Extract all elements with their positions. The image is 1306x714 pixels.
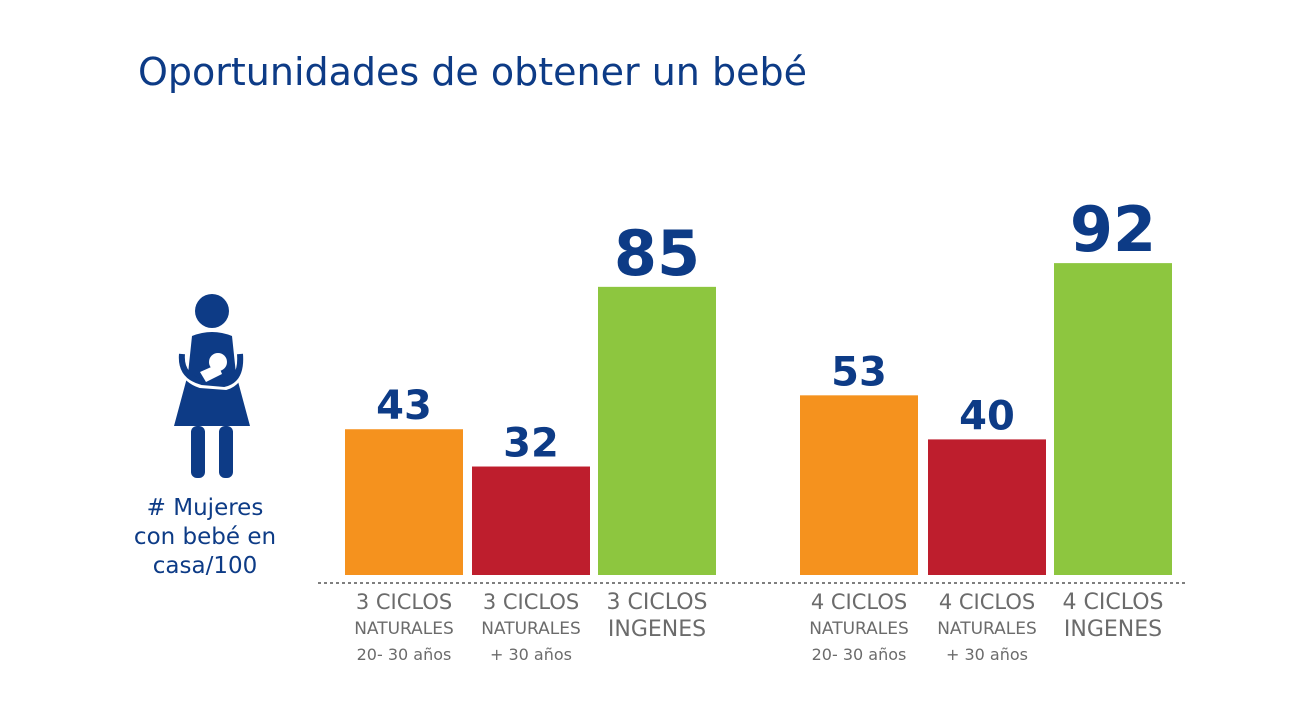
y-axis-label-line: # Mujeres <box>146 495 264 521</box>
bar <box>598 286 716 575</box>
category-label-line: 20- 30 años <box>356 645 452 664</box>
category-label-line: NATURALES <box>937 619 1037 639</box>
category-label-line: NATURALES <box>354 619 454 639</box>
bar <box>472 466 590 575</box>
category-label-line: INGENES <box>1063 617 1163 642</box>
woman-holding-baby-icon <box>174 294 250 478</box>
category-label-line: NATURALES <box>481 619 581 639</box>
data-label: 53 <box>831 349 887 395</box>
bar <box>928 439 1046 575</box>
y-axis-label-line: casa/100 <box>152 553 258 579</box>
category-label-line: 4 CICLOS <box>938 590 1036 614</box>
category-label-line: + 30 años <box>489 645 572 664</box>
category-label-line: 3 CICLOS <box>482 590 580 614</box>
chart-title: Oportunidades de obtener un bebé <box>138 50 807 94</box>
category-label: 3 CICLOS NATURALES + 30 años <box>451 589 611 668</box>
category-label: 4 CICLOS INGENES <box>1033 589 1193 643</box>
bar <box>1054 263 1172 575</box>
data-label: 40 <box>959 393 1015 439</box>
data-label: 43 <box>376 383 432 429</box>
category-label-line: 4 CICLOS <box>810 590 908 614</box>
category-label-line: 3 CICLOS <box>355 590 453 614</box>
bar <box>800 395 918 575</box>
category-label-line: 3 CICLOS <box>606 590 708 615</box>
data-label: 32 <box>503 421 559 467</box>
category-label: 4 CICLOS NATURALES 20- 30 años <box>779 589 939 668</box>
category-label-line: + 30 años <box>945 645 1028 664</box>
data-label: 85 <box>614 217 700 290</box>
category-label: 4 CICLOS NATURALES + 30 años <box>907 589 1067 668</box>
bar <box>345 429 463 575</box>
y-axis-label-line: con bebé en <box>133 524 277 550</box>
category-label: 3 CICLOS NATURALES 20- 30 años <box>324 589 484 668</box>
data-label: 92 <box>1070 193 1156 266</box>
category-label-line: 4 CICLOS <box>1062 590 1164 615</box>
category-label-line: 20- 30 años <box>811 645 907 664</box>
category-label-line: INGENES <box>607 617 707 642</box>
y-axis-label: # Mujeres con bebé en casa/100 <box>110 494 300 581</box>
category-label: 3 CICLOS INGENES <box>577 589 737 643</box>
category-label-line: NATURALES <box>809 619 909 639</box>
